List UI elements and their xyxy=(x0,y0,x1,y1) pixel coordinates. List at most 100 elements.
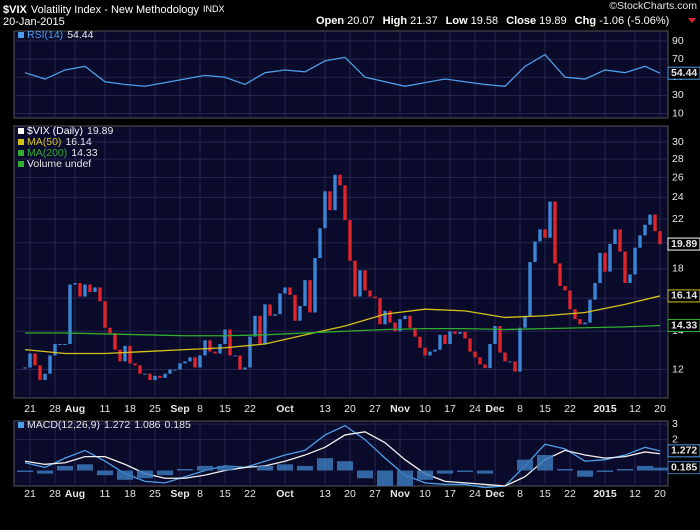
y-tick-label: 22 xyxy=(672,213,684,225)
candle xyxy=(408,315,412,328)
value-box-label: 0.185 xyxy=(671,461,697,473)
candle xyxy=(43,373,47,381)
x-tick-label: 25 xyxy=(149,488,161,500)
legend-name: MA(200) xyxy=(27,147,67,159)
value-box xyxy=(667,289,700,303)
candle xyxy=(328,191,332,211)
candle xyxy=(233,355,237,357)
series-line xyxy=(24,431,661,487)
y-tick-label: 10 xyxy=(672,107,684,119)
x-tick-label: Dec xyxy=(485,488,504,500)
x-tick-label: 27 xyxy=(369,403,381,415)
candle xyxy=(488,343,492,369)
x-tick-label: 22 xyxy=(564,403,576,415)
candle xyxy=(128,345,132,364)
value-box-label: 19.89 xyxy=(671,238,697,250)
quote-label: Low xyxy=(446,15,468,27)
x-tick-label: 18 xyxy=(124,403,136,415)
legend-entry: $VIX (Daily) 19.89 xyxy=(27,125,113,137)
x-tick-label: 22 xyxy=(244,488,256,500)
legend-name: RSI(14) xyxy=(27,29,63,41)
candle xyxy=(353,260,357,297)
histogram-bar xyxy=(137,470,153,479)
candle xyxy=(313,258,317,313)
x-tick-label: 20 xyxy=(344,403,356,415)
candle xyxy=(103,301,107,328)
candle xyxy=(243,367,247,370)
x-tick-label: 24 xyxy=(469,403,481,415)
candle xyxy=(633,247,637,275)
candle xyxy=(658,231,662,245)
x-tick-label: 17 xyxy=(444,403,456,415)
legend-swatch xyxy=(18,32,24,38)
exchange: INDX xyxy=(203,4,225,14)
histogram-bar xyxy=(557,468,573,471)
candle xyxy=(193,357,197,368)
x-tick-label: 28 xyxy=(49,403,61,415)
candle xyxy=(508,361,512,363)
value-box-label: 1.272 xyxy=(671,445,697,457)
x-tick-label: 13 xyxy=(319,403,331,415)
candle xyxy=(153,375,157,381)
candle xyxy=(643,224,647,236)
candle xyxy=(133,363,137,366)
y-tick-label: 26 xyxy=(672,171,684,183)
quote-label: High xyxy=(383,15,408,27)
candle xyxy=(203,340,207,356)
candle xyxy=(323,191,327,229)
x-tick-label: 12 xyxy=(629,488,641,500)
candle xyxy=(248,336,252,368)
candle xyxy=(378,298,382,325)
histogram-bar xyxy=(357,470,373,479)
y-tick-label: 90 xyxy=(672,35,684,47)
legend-value: 1.272 xyxy=(104,419,130,431)
y-tick-label: 3 xyxy=(672,418,678,430)
histogram-bar xyxy=(297,465,313,471)
candle xyxy=(93,287,97,292)
x-tick-label: 15 xyxy=(219,488,231,500)
candle xyxy=(443,334,447,344)
x-tick-label: Sep xyxy=(170,488,189,500)
quote-label: Chg xyxy=(575,15,596,27)
candle xyxy=(138,365,142,374)
candle xyxy=(423,347,427,356)
candle xyxy=(498,325,502,353)
candle xyxy=(118,349,122,362)
histogram-bar xyxy=(277,464,293,471)
legend-swatch xyxy=(18,150,24,156)
candle xyxy=(563,285,567,291)
candle xyxy=(573,309,577,320)
candle xyxy=(598,252,602,284)
candle xyxy=(383,310,387,325)
quote-value: 19.89 xyxy=(539,15,567,27)
x-tick-label: 15 xyxy=(539,403,551,415)
candle xyxy=(333,174,337,211)
candle xyxy=(388,310,392,323)
x-tick-label: 20 xyxy=(344,488,356,500)
y-tick-label: 12 xyxy=(672,363,684,375)
y-tick-label: 24 xyxy=(672,191,684,203)
candle xyxy=(363,270,367,291)
candle xyxy=(368,290,372,297)
histogram-bar xyxy=(117,470,133,480)
x-tick-label: Oct xyxy=(276,488,294,500)
quote-value: (-5.06%) xyxy=(627,15,669,27)
candle xyxy=(168,369,172,374)
x-tick-label: 10 xyxy=(419,488,431,500)
candle xyxy=(648,214,652,225)
candle xyxy=(533,241,537,263)
candle xyxy=(513,361,517,372)
x-tick-label: 18 xyxy=(124,488,136,500)
legend-value: 1.086 xyxy=(134,419,160,431)
histogram-bar xyxy=(652,467,668,471)
copyright: ©StockCharts.com xyxy=(609,0,697,12)
candle xyxy=(628,274,632,284)
candle xyxy=(183,361,187,364)
legend-entry: MA(50) 16.14 xyxy=(27,136,92,148)
candle xyxy=(518,327,522,372)
x-tick-label: 22 xyxy=(244,403,256,415)
candle xyxy=(438,334,442,350)
candle xyxy=(543,229,547,238)
candle xyxy=(188,357,192,362)
